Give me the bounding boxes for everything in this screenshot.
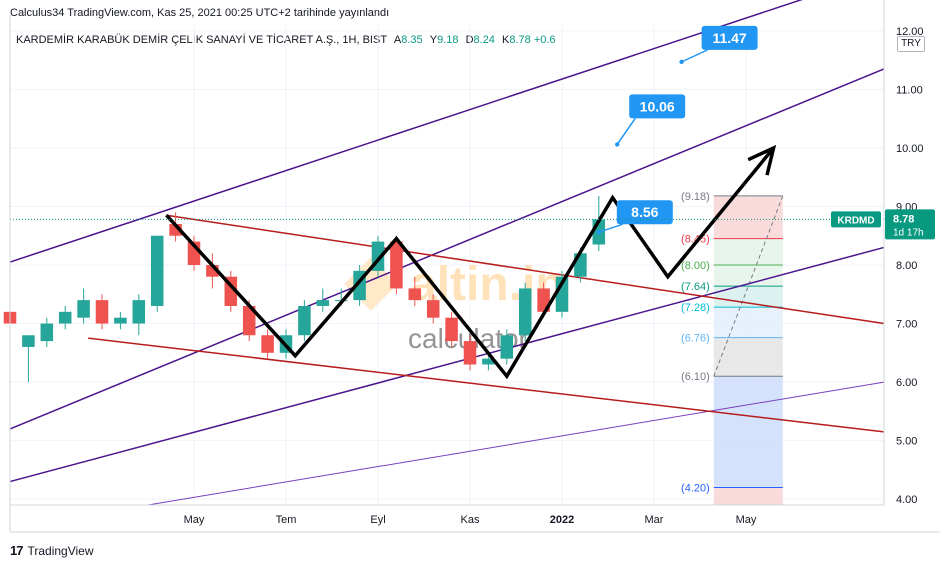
trend-line <box>9 0 803 263</box>
candle-body <box>95 300 109 324</box>
candle-body <box>132 300 146 324</box>
currency-label[interactable]: TRY <box>897 36 925 52</box>
callout-pointer <box>616 117 636 145</box>
publish-info: Calculus34 TradingView.com, Kas 25, 2021… <box>10 7 390 19</box>
fib-label: (7.64) <box>681 281 710 293</box>
fib-levels: (9.18)(8.45)(8.00)(7.64)(7.28)(6.76)(6.1… <box>681 191 784 505</box>
fib-zone <box>713 337 783 377</box>
tradingview-brand: TradingView <box>27 543 94 558</box>
y-tick-label: 5.00 <box>896 436 917 448</box>
fib-label: (4.20) <box>681 482 710 494</box>
candle-body <box>482 358 495 365</box>
x-tick-label: 2022 <box>550 514 574 526</box>
candle-body <box>22 335 35 347</box>
trend-line <box>166 214 885 325</box>
fib-label: (7.28) <box>681 302 710 314</box>
fib-label: (6.10) <box>681 371 710 383</box>
high-value: 9.18 <box>437 34 459 46</box>
last-price-tag <box>885 209 935 240</box>
candle-body <box>58 311 72 324</box>
candle-body <box>390 241 403 289</box>
open-value: 8.35 <box>401 34 423 46</box>
callout-label: 10.06 <box>640 98 675 114</box>
x-tick-label: Kas <box>461 514 480 526</box>
callout-anchor <box>596 230 601 235</box>
trend-line <box>88 337 885 433</box>
pattern-drawing <box>165 144 777 380</box>
candle-body <box>242 305 256 336</box>
symbol-tag-label: KRDMD <box>837 215 874 226</box>
y-tick-label: 8.00 <box>896 260 917 272</box>
candle-body <box>426 300 440 318</box>
callout-pointer <box>598 223 624 233</box>
candle-body <box>500 335 514 359</box>
change-value: +0.6 <box>533 34 556 46</box>
x-tick-label: Mar <box>645 514 664 526</box>
x-tick-label: Eyl <box>370 514 385 526</box>
fib-label: (6.76) <box>681 333 710 345</box>
y-tick-label: 6.00 <box>896 377 917 389</box>
tradingview-logo-icon: 17 <box>10 543 24 558</box>
zigzag-arrowhead <box>747 144 777 176</box>
candle-body <box>114 317 127 324</box>
candle-body <box>408 288 422 301</box>
fib-zone <box>713 265 783 287</box>
candle-body <box>463 341 477 365</box>
open-label: A <box>393 34 402 46</box>
y-tick-label: 4.00 <box>896 494 917 506</box>
callout-box <box>701 25 758 50</box>
fib-zone <box>713 376 783 488</box>
high-label: Y <box>429 34 438 46</box>
y-tick-label: 12.00 <box>896 26 924 38</box>
candle-body <box>77 300 90 318</box>
callout-pointer <box>681 49 708 63</box>
callout-anchor <box>679 59 684 65</box>
fib-zone <box>713 238 783 265</box>
x-tick-label: May <box>736 514 757 526</box>
candle-body <box>518 288 532 336</box>
zigzag-pattern <box>165 146 775 380</box>
fib-zone <box>713 307 783 338</box>
close-value: 8.78 <box>509 34 531 46</box>
candle-body <box>445 317 458 342</box>
callout-label: 8.56 <box>631 204 658 220</box>
y-tick-label: 7.00 <box>896 319 917 331</box>
x-tick-label: Tem <box>276 514 297 526</box>
candle-body <box>40 323 54 342</box>
close-label: K <box>502 34 510 46</box>
candle-body <box>261 335 274 353</box>
trend-line <box>9 246 885 483</box>
trend-lines <box>9 0 885 506</box>
candle-body <box>298 305 311 336</box>
fib-zone <box>713 195 783 239</box>
trend-line <box>9 68 885 430</box>
callout-label: 11.47 <box>712 30 746 46</box>
y-tick-label: 11.00 <box>896 84 923 96</box>
y-tick-label: 10.00 <box>896 143 924 155</box>
fib-label: (8.00) <box>681 260 710 272</box>
trend-line <box>147 381 885 506</box>
candle-body <box>316 300 330 306</box>
callout-box <box>616 200 673 225</box>
fib-zone <box>713 487 783 505</box>
symbol-legend: KARDEMİR KARABÜK DEMİR ÇELİK SANAYİ VE T… <box>16 34 556 46</box>
candle-body <box>169 224 182 236</box>
low-value: 8.24 <box>473 34 495 46</box>
price-callouts: 11.47 10.06 8.56 <box>596 25 758 235</box>
fib-zone <box>713 286 783 308</box>
candle-body <box>150 235 164 306</box>
symbol-name: KARDEMİR KARABÜK DEMİR ÇELİK SANAYİ VE T… <box>16 34 387 46</box>
fib-label: (9.18) <box>681 191 710 203</box>
x-tick-label: May <box>184 514 205 526</box>
chart-axes: 4.005.006.007.008.009.0010.0011.0012.00M… <box>9 0 940 533</box>
tradingview-footer[interactable]: 17 TradingView <box>10 543 94 558</box>
symbol-price-tag <box>831 211 881 228</box>
bar-countdown: 1d 17h <box>893 227 924 238</box>
callout-anchor <box>615 142 620 147</box>
last-price-value: 8.78 <box>893 213 914 225</box>
candle-body <box>206 265 219 277</box>
callout-box <box>629 94 686 119</box>
